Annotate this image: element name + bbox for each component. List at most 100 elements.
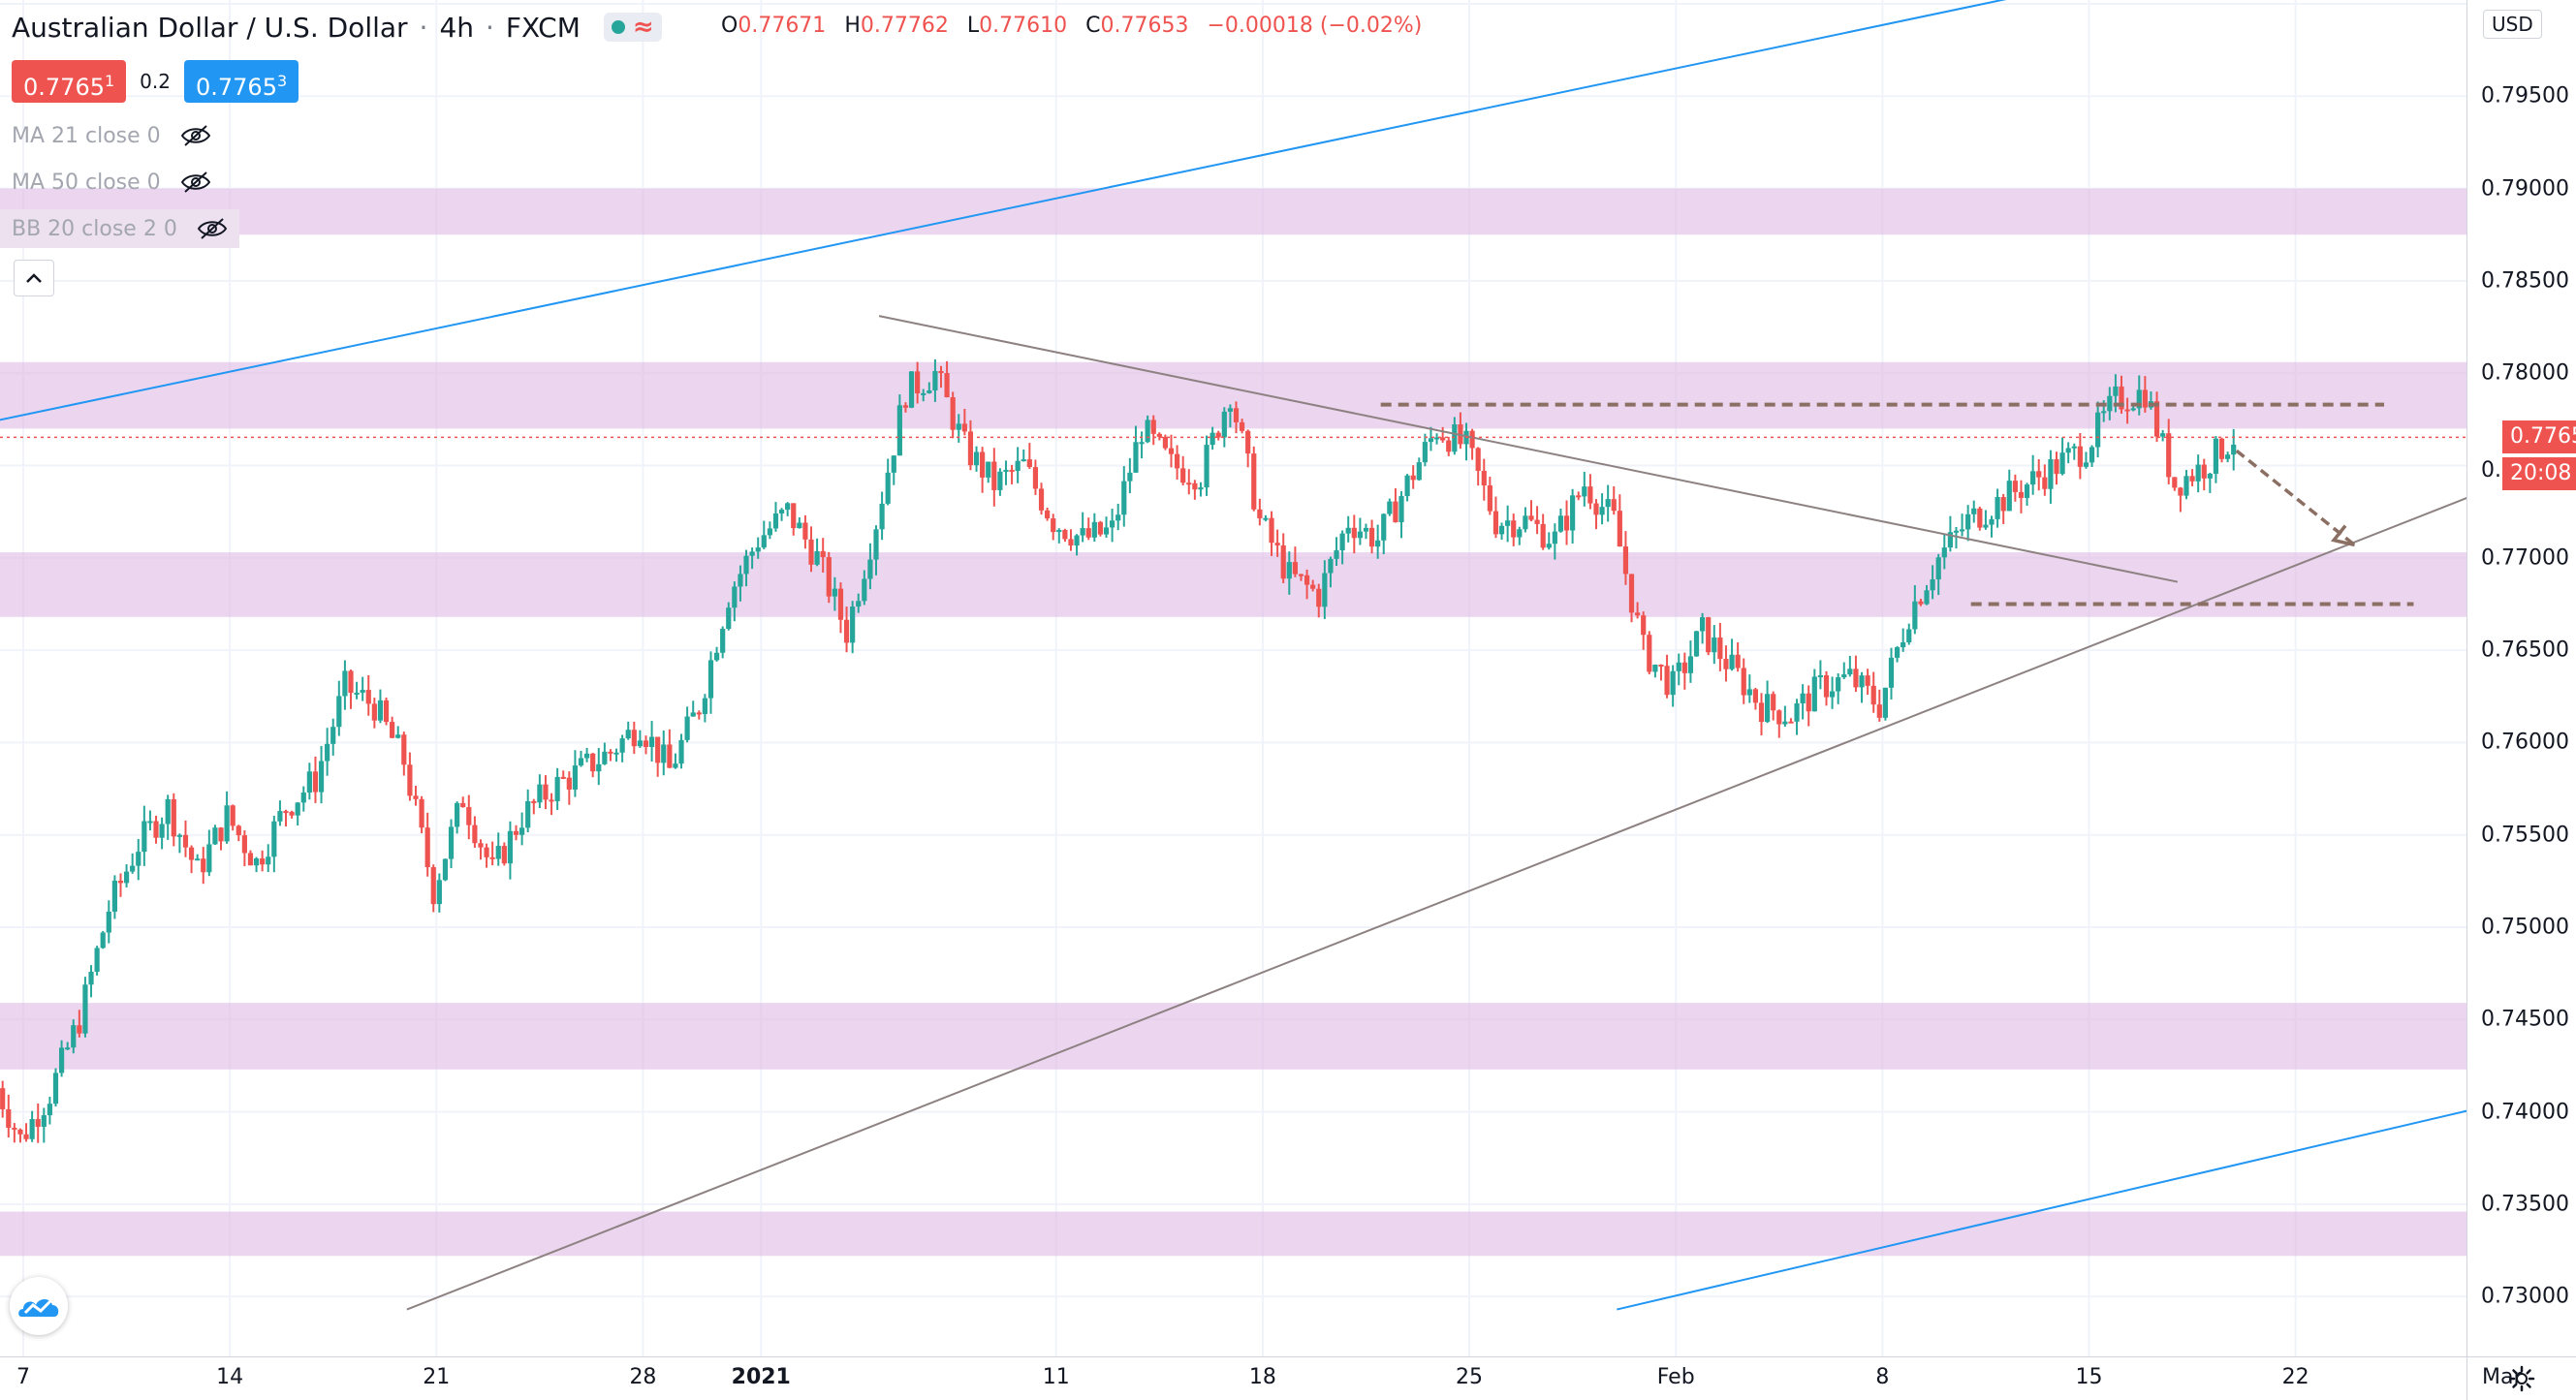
- candle-body: [342, 670, 348, 697]
- candle-body: [1971, 508, 1977, 514]
- tradingview-logo[interactable]: [10, 1277, 68, 1335]
- candle-body: [1841, 674, 1847, 678]
- candle-body: [778, 510, 785, 513]
- candle-body: [1446, 440, 1452, 452]
- chart-plot-area[interactable]: Australian Dollar / U.S. Dollar · 4h · F…: [0, 0, 2466, 1356]
- candle-body: [637, 740, 644, 747]
- candle-body: [1298, 574, 1304, 576]
- candle-body: [1404, 475, 1410, 497]
- candle-body: [1026, 459, 1032, 468]
- candle-body: [1977, 508, 1983, 528]
- candle-body: [507, 830, 514, 864]
- candle-body: [247, 853, 254, 866]
- time-tick-label: 11: [1042, 1365, 1070, 1389]
- candle-body: [856, 601, 862, 607]
- candle-body: [1811, 676, 1817, 712]
- candle-body: [761, 535, 767, 548]
- channel-line: [1617, 1109, 2466, 1311]
- candle-body: [1233, 408, 1240, 422]
- gear-icon[interactable]: [2508, 1365, 2535, 1392]
- symbol-title[interactable]: Australian Dollar / U.S. Dollar: [12, 11, 408, 44]
- candle-body: [325, 743, 330, 762]
- candle-body: [1351, 527, 1357, 539]
- candle-body: [1735, 654, 1741, 669]
- candle-body: [153, 821, 159, 838]
- time-tick-label: 2021: [731, 1365, 791, 1389]
- candle-body: [419, 798, 424, 828]
- candle-body: [1186, 482, 1192, 485]
- candle-body: [147, 821, 153, 824]
- candle-body: [1676, 662, 1681, 671]
- ohlc-values: O0.77671 H0.77762 L0.77610 C0.77653 −0.0…: [721, 14, 1423, 38]
- candle-body: [902, 405, 909, 408]
- buy-button[interactable]: 0.77653: [183, 60, 299, 103]
- price-tick-label: 0.74000: [2481, 1100, 2569, 1125]
- candle-body: [2095, 412, 2101, 448]
- collapse-legend-button[interactable]: [14, 260, 54, 296]
- candle-body: [1381, 513, 1387, 541]
- interval-label[interactable]: 4h: [439, 11, 475, 44]
- candle-body: [1870, 685, 1876, 705]
- eye-crossed-icon[interactable]: [180, 123, 211, 148]
- candle-body: [867, 559, 873, 579]
- candle-body: [1469, 430, 1475, 449]
- candle-body: [2042, 477, 2048, 489]
- candle-body: [1251, 453, 1257, 510]
- candle-body: [1941, 547, 1947, 558]
- candle-body: [1310, 584, 1316, 589]
- market-open-dot-icon: [611, 20, 625, 34]
- candle-body: [1764, 694, 1771, 723]
- candle-body: [2006, 481, 2012, 512]
- candle-body: [1038, 488, 1045, 511]
- candle-body: [1198, 487, 1204, 490]
- candle-body: [1906, 629, 1912, 643]
- candle-body: [1947, 532, 1953, 548]
- candle-body: [300, 793, 306, 803]
- market-status-badge[interactable]: ≈: [603, 13, 662, 42]
- indicator-bb20[interactable]: BB 20 close 2 0: [0, 209, 239, 248]
- time-tick-label: 15: [2075, 1365, 2103, 1389]
- candle-body: [336, 696, 342, 728]
- candle-body: [71, 1025, 77, 1048]
- candle-body: [407, 764, 413, 796]
- time-axis[interactable]: 7 14 21 28 2021 11 18 25 Feb 8 15 22 Mar: [0, 1356, 2523, 1400]
- channel-line: [0, 0, 2007, 421]
- candle-body: [2048, 459, 2054, 489]
- candle-body: [1641, 615, 1647, 636]
- candle-body: [2189, 476, 2195, 482]
- candle-body: [2218, 438, 2225, 459]
- candle-body: [732, 586, 738, 608]
- indicator-ma50[interactable]: MA 50 close 0: [0, 163, 223, 202]
- indicator-ma21[interactable]: MA 21 close 0: [0, 116, 223, 155]
- tilde-icon: ≈: [632, 13, 654, 42]
- candle-body: [1794, 702, 1800, 722]
- eye-crossed-icon[interactable]: [197, 216, 228, 241]
- candle-body: [360, 690, 365, 693]
- candle-body: [1540, 523, 1546, 548]
- candle-body: [442, 858, 449, 881]
- candle-body: [182, 834, 189, 848]
- open-value: 0.77671: [738, 14, 827, 38]
- candle-body: [1628, 574, 1635, 613]
- candle-body: [2213, 438, 2219, 474]
- candle-body: [455, 802, 460, 827]
- candle-body: [991, 461, 997, 490]
- candle-body: [1263, 517, 1269, 520]
- candle-body: [1115, 514, 1121, 521]
- currency-label[interactable]: USD: [2483, 10, 2542, 39]
- candle-body: [661, 744, 667, 763]
- candle-body: [2030, 471, 2036, 485]
- price-axis[interactable]: 0.73000 0.73500 0.74000 0.74500 0.75000 0.755…: [2466, 0, 2576, 1356]
- eye-crossed-icon[interactable]: [180, 170, 211, 195]
- candle-body: [1145, 420, 1150, 443]
- candle-body: [478, 843, 484, 848]
- candle-body: [608, 751, 613, 754]
- candle-body: [720, 629, 726, 653]
- symbol-header[interactable]: Australian Dollar / U.S. Dollar · 4h · F…: [12, 10, 662, 45]
- candle-body: [619, 738, 625, 753]
- candle-body: [1576, 495, 1582, 498]
- sell-button[interactable]: 0.77651: [12, 60, 127, 103]
- candle-body: [0, 1088, 6, 1109]
- candlestick-chart[interactable]: [0, 0, 2466, 1356]
- candle-body: [1635, 612, 1641, 616]
